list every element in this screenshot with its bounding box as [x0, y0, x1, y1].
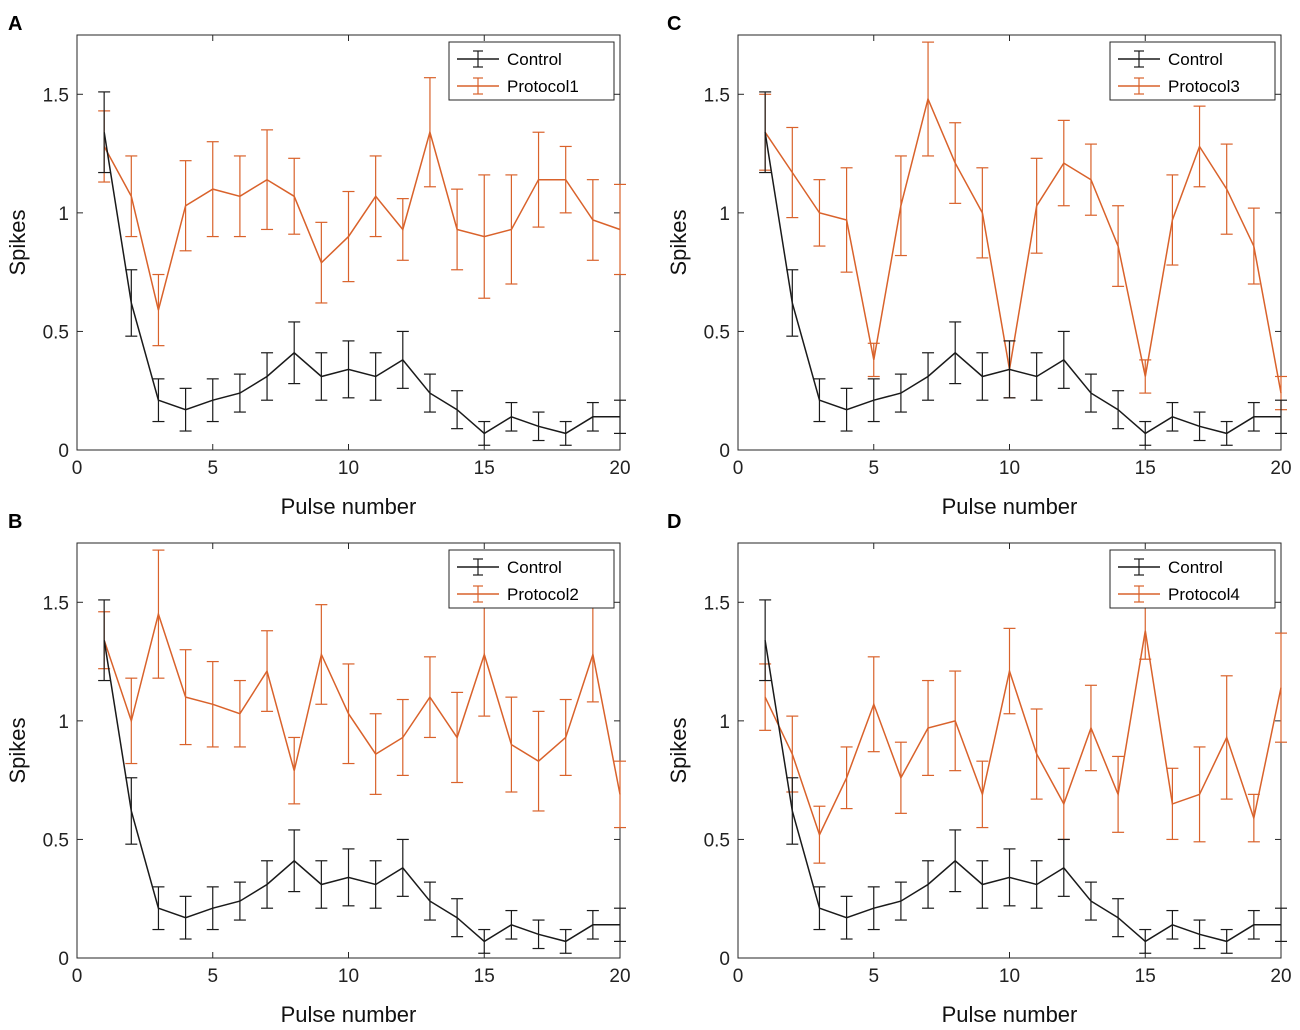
panel-d: D 0 5 10 15 20 0 0.5 1 1.5 Pulse number Spikes Cont… [666, 511, 1292, 1027]
panel-letter: C [667, 13, 681, 35]
x-tick-label: 20 [609, 966, 630, 987]
legend: Control Protocol2 [448, 549, 615, 609]
legend-item: Control [1118, 50, 1223, 69]
y-axis-title: Spikes [5, 717, 30, 783]
x-tick-label: 20 [609, 458, 630, 479]
series-line [764, 96, 1282, 394]
legend-label: Protocol1 [507, 77, 579, 96]
x-axis-title: Pulse number [281, 494, 417, 519]
y-axis-title: Spikes [5, 209, 30, 275]
series-line [764, 132, 1281, 435]
series-control [98, 91, 626, 446]
y-tick-label: 1.5 [43, 85, 69, 106]
legend-label: Control [507, 558, 562, 577]
series-line [103, 129, 621, 311]
y-tick-label: 1.5 [43, 593, 69, 614]
error-bar [1275, 632, 1287, 743]
y-axis-title: Spikes [666, 717, 691, 783]
x-tick-label: 5 [868, 966, 879, 987]
legend-box [448, 549, 615, 609]
legend-item: Protocol4 [1118, 585, 1240, 604]
y-tick-label: 0.5 [43, 830, 69, 851]
series-control [98, 599, 626, 954]
series-line [764, 640, 1281, 943]
panel-c: C 0 5 10 15 20 0 0.5 1 1.5 Pulse number Spikes Cont… [666, 13, 1292, 519]
x-tick-label: 15 [474, 458, 495, 479]
panel-b: B 0 5 10 15 20 0 0.5 1 1.5 Pulse number Spikes Cont… [5, 511, 631, 1027]
series-line [103, 611, 621, 795]
legend-label: Control [1168, 50, 1223, 69]
x-tick-label: 5 [207, 966, 218, 987]
legend-label: Protocol2 [507, 585, 579, 604]
legend-item: Protocol2 [457, 585, 579, 604]
series-line [764, 630, 1282, 837]
panel-letter: B [8, 511, 22, 533]
series-control [759, 91, 1287, 446]
y-tick-label: 0 [58, 441, 69, 462]
legend: Control Protocol4 [1109, 549, 1276, 609]
legend: Control Protocol1 [448, 41, 615, 101]
y-axis-title: Spikes [666, 209, 691, 275]
series-protocol3 [759, 41, 1287, 411]
x-tick-label: 5 [207, 458, 218, 479]
legend-label: Control [507, 50, 562, 69]
x-tick-label: 15 [1135, 458, 1156, 479]
legend-label: Control [1168, 558, 1223, 577]
panel-a: A 0 5 10 15 20 0 0.5 1 1.5 Pulse number Spikes Cont… [5, 13, 631, 519]
y-tick-label: 0.5 [704, 322, 730, 343]
x-tick-label: 10 [338, 966, 359, 987]
legend-item: Control [457, 558, 562, 577]
legend-item: Control [457, 50, 562, 69]
y-tick-label: 1.5 [704, 85, 730, 106]
x-tick-label: 0 [72, 458, 83, 479]
x-tick-label: 0 [733, 966, 744, 987]
series-line [103, 132, 620, 435]
legend-box [1109, 41, 1276, 101]
y-tick-label: 1 [719, 712, 730, 733]
y-tick-label: 1 [719, 204, 730, 225]
series-control [759, 599, 1287, 954]
x-tick-label: 15 [1135, 966, 1156, 987]
x-axis-title: Pulse number [942, 1002, 1078, 1027]
x-axis-title: Pulse number [942, 494, 1078, 519]
y-tick-label: 0 [58, 949, 69, 970]
x-axis-title: Pulse number [281, 1002, 417, 1027]
y-tick-label: 1 [58, 712, 69, 733]
y-tick-label: 0.5 [704, 830, 730, 851]
legend-box [448, 41, 615, 101]
y-tick-label: 0 [719, 949, 730, 970]
legend: Control Protocol3 [1109, 41, 1276, 101]
x-tick-label: 10 [999, 966, 1020, 987]
y-tick-label: 0.5 [43, 322, 69, 343]
x-tick-label: 10 [338, 458, 359, 479]
panel-letter: A [8, 13, 22, 35]
x-tick-label: 0 [72, 966, 83, 987]
x-tick-label: 15 [474, 966, 495, 987]
x-tick-label: 10 [999, 458, 1020, 479]
series-protocol2 [98, 549, 626, 829]
y-tick-label: 0 [719, 441, 730, 462]
y-tick-label: 1.5 [704, 593, 730, 614]
legend-label: Protocol4 [1168, 585, 1240, 604]
legend-box [1109, 549, 1276, 609]
series-line [103, 640, 620, 943]
x-tick-label: 20 [1270, 966, 1291, 987]
x-tick-label: 5 [868, 458, 879, 479]
legend-item: Protocol1 [457, 77, 579, 96]
x-tick-label: 20 [1270, 458, 1291, 479]
legend-item: Control [1118, 558, 1223, 577]
y-tick-label: 1 [58, 204, 69, 225]
legend-item: Protocol3 [1118, 77, 1240, 96]
panel-letter: D [667, 511, 681, 533]
legend-label: Protocol3 [1168, 77, 1240, 96]
x-tick-label: 0 [733, 458, 744, 479]
